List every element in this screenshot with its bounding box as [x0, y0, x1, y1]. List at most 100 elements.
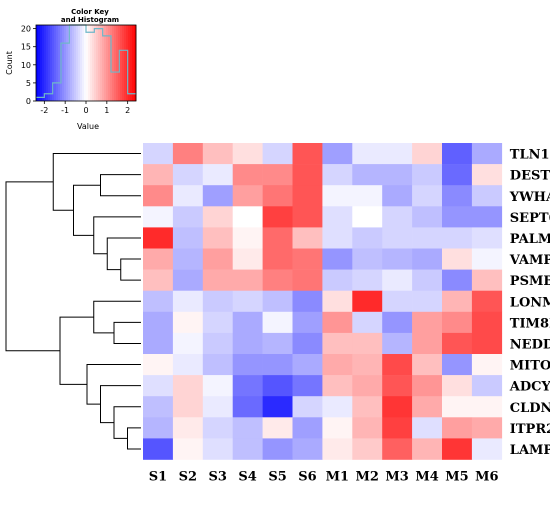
row-label: VAMP3 — [509, 253, 550, 268]
heatmap-cell — [262, 143, 293, 165]
color-key-swatch — [100, 25, 103, 101]
heatmap-cell — [442, 290, 473, 313]
heatmap-cell — [442, 375, 473, 397]
heatmap-cell — [292, 417, 323, 439]
heatmap-cell — [172, 269, 204, 291]
heatmap-cell — [322, 206, 353, 228]
heatmap-cell — [412, 143, 443, 165]
heatmap-cell — [382, 290, 413, 313]
heatmap-cell — [292, 438, 323, 460]
heatmap-cell — [382, 375, 413, 397]
color-key-swatch — [82, 25, 85, 101]
color-key-swatch — [52, 25, 55, 101]
heatmap-cell — [322, 438, 353, 460]
column-label: M5 — [445, 470, 468, 485]
color-key-swatch — [74, 25, 77, 101]
heatmap-cell — [471, 143, 503, 165]
heatmap-cell — [202, 206, 233, 228]
heatmap-cell — [292, 164, 323, 186]
heatmap-cell — [442, 185, 473, 207]
row-label: DEST — [510, 169, 550, 184]
heatmap-cell — [442, 206, 473, 228]
color-key-title-line1: Color Key — [71, 8, 109, 16]
color-key-swatch — [50, 25, 53, 101]
heatmap-cell — [322, 143, 353, 165]
heatmap-cell — [292, 375, 323, 397]
heatmap-cell — [262, 164, 293, 186]
heatmap-cell — [172, 248, 204, 270]
heatmap-cell — [322, 396, 353, 418]
heatmap-cell — [172, 185, 204, 207]
heatmap-cell — [232, 354, 263, 376]
heatmap-cell — [232, 206, 263, 228]
heatmap-cell — [352, 164, 383, 186]
heatmap-cell — [262, 185, 293, 207]
heatmap-cell — [292, 185, 323, 207]
heatmap-cell — [352, 269, 383, 291]
heatmap-cell — [382, 396, 413, 418]
heatmap-cell — [202, 227, 233, 249]
heatmap-cell — [412, 396, 443, 418]
heatmap-cell — [202, 438, 233, 460]
heatmap-cell — [442, 143, 473, 165]
row-labels: TLN1 DEST YWHAH SEPT6 PALM VAMP3 PSMB5 LONM TIM8… — [509, 148, 550, 458]
heatmap-cell — [232, 290, 263, 313]
heatmap-cell — [412, 206, 443, 228]
heatmap-cell — [232, 269, 263, 291]
color-key-swatch — [80, 25, 83, 101]
heatmap-cell — [471, 290, 503, 313]
heatmap-cell — [322, 311, 353, 334]
heatmap-cell — [143, 396, 174, 418]
heatmap-cell — [172, 375, 204, 397]
color-key-swatch — [38, 25, 41, 101]
color-key-y-tick-label: 5 — [26, 79, 31, 88]
heatmap-cell — [143, 143, 174, 165]
heatmap-cell — [352, 185, 383, 207]
heatmap-cell — [202, 143, 233, 165]
color-key-gradient — [36, 25, 137, 101]
heatmap-cell — [143, 248, 174, 270]
color-key-ylabel: Count — [5, 51, 14, 75]
heatmap-cell — [322, 332, 353, 355]
color-key-swatch — [42, 25, 45, 101]
color-key-swatch — [72, 25, 75, 101]
heatmap-cell — [143, 332, 174, 355]
heatmap-cell — [202, 311, 233, 334]
dendrogram-branch — [127, 427, 141, 450]
dendrogram-branch — [73, 184, 101, 236]
column-label: S3 — [209, 470, 227, 485]
column-label: S4 — [238, 470, 256, 485]
heatmap-cell — [382, 227, 413, 249]
heatmap-cell — [262, 227, 293, 249]
column-label: S6 — [298, 470, 316, 485]
heatmap-cell — [232, 438, 263, 460]
color-key-swatch — [86, 25, 89, 101]
color-key-swatch — [46, 25, 49, 101]
heatmap-cell — [202, 354, 233, 376]
column-label: M2 — [356, 470, 379, 485]
heatmap-cell — [352, 290, 383, 313]
heatmap-cell — [382, 269, 413, 291]
heatmap-cell — [202, 185, 233, 207]
heatmap-cell — [442, 269, 473, 291]
row-dendrogram — [5, 153, 141, 450]
color-key-swatch — [70, 25, 73, 101]
color-key-y-tick-label: 15 — [21, 43, 31, 52]
heatmap-cell — [442, 227, 473, 249]
heatmap-cell — [292, 206, 323, 228]
heatmap-cell — [143, 354, 174, 376]
heatmap-cell — [322, 375, 353, 397]
dendrogram-branch — [59, 316, 94, 385]
heatmap-cell — [412, 375, 443, 397]
heatmap-cell — [412, 311, 443, 334]
heatmap-cell — [352, 227, 383, 249]
heatmap-cell — [232, 311, 263, 334]
heatmap-cell — [382, 438, 413, 460]
heatmap-cell — [471, 417, 503, 439]
heatmap-cell — [382, 206, 413, 228]
color-key-x-tick-label: 1 — [104, 106, 109, 115]
dendrogram-branch — [52, 153, 141, 211]
heatmap-cell — [143, 311, 174, 334]
heatmap-cell — [352, 396, 383, 418]
heatmap-cell — [232, 417, 263, 439]
